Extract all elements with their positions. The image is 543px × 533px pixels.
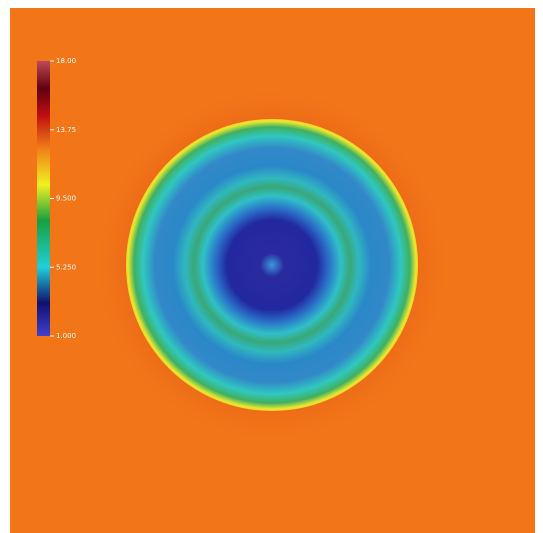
visualization: 1.000 5.250 9.500 13.75 18.00 (0, 0, 543, 533)
colorbar (37, 61, 50, 336)
tick-label: 18.00 (56, 57, 76, 65)
page: 1.0005.2509.50013.7518.00 (() => { const… (0, 0, 543, 533)
tick-label: 1.000 (56, 332, 76, 340)
vortex (126, 119, 418, 411)
tick-label: 13.75 (56, 126, 76, 134)
tick-label: 5.250 (56, 263, 76, 271)
tick-label: 9.500 (56, 195, 76, 203)
